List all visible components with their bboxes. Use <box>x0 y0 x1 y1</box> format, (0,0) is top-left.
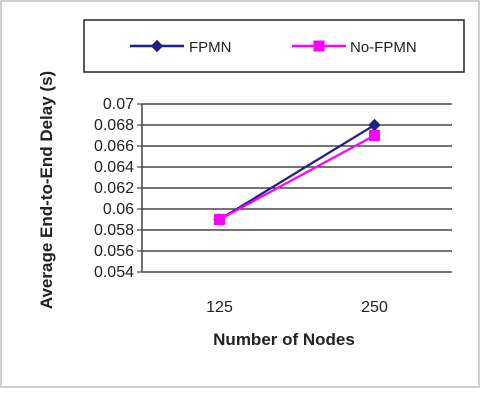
legend-entry-no-fpmn: No-FPMN <box>292 39 417 56</box>
legend-entry-fpmn: FPMN <box>130 39 232 56</box>
legend: FPMN No-FPMN <box>130 39 417 56</box>
legend-marker-fpmn <box>150 39 164 53</box>
data-point-no-fpmn <box>369 130 380 141</box>
x-axis-ticks: 125 250 <box>206 299 388 316</box>
y-tick-label: 0.058 <box>94 222 134 239</box>
y-tick-label: 0.054 <box>94 264 134 281</box>
x-axis-title: Number of Nodes <box>213 330 355 349</box>
gridlines <box>142 103 452 273</box>
y-axis-ticks: 0.054 0.056 0.058 0.06 0.062 0.064 0.066 0.068 0… <box>94 96 142 281</box>
y-tick-label: 0.066 <box>94 138 134 155</box>
x-tick-label: 250 <box>361 299 388 316</box>
y-tick-label: 0.06 <box>103 201 134 218</box>
y-axis-title: Average End-to-End Delay (s) <box>37 71 56 309</box>
series-line-fpmn <box>218 124 376 221</box>
y-tick-label: 0.056 <box>94 243 134 260</box>
series-layer <box>213 118 381 226</box>
legend-label-fpmn: FPMN <box>189 39 232 56</box>
plot-area: 0.054 0.056 0.058 0.06 0.062 0.064 0.066 0.068 0… <box>94 96 452 316</box>
legend-marker-no-fpmn <box>313 40 325 52</box>
legend-label-no-fpmn: No-FPMN <box>350 39 417 56</box>
y-tick-label: 0.062 <box>94 180 134 197</box>
y-tick-label: 0.068 <box>94 117 134 134</box>
series-no-fpmn <box>214 130 380 225</box>
series-line-no-fpmn <box>218 134 376 221</box>
data-point-no-fpmn <box>214 214 225 225</box>
y-tick-label: 0.07 <box>103 96 134 113</box>
y-tick-label: 0.064 <box>94 159 134 176</box>
x-tick-label: 125 <box>206 299 233 316</box>
